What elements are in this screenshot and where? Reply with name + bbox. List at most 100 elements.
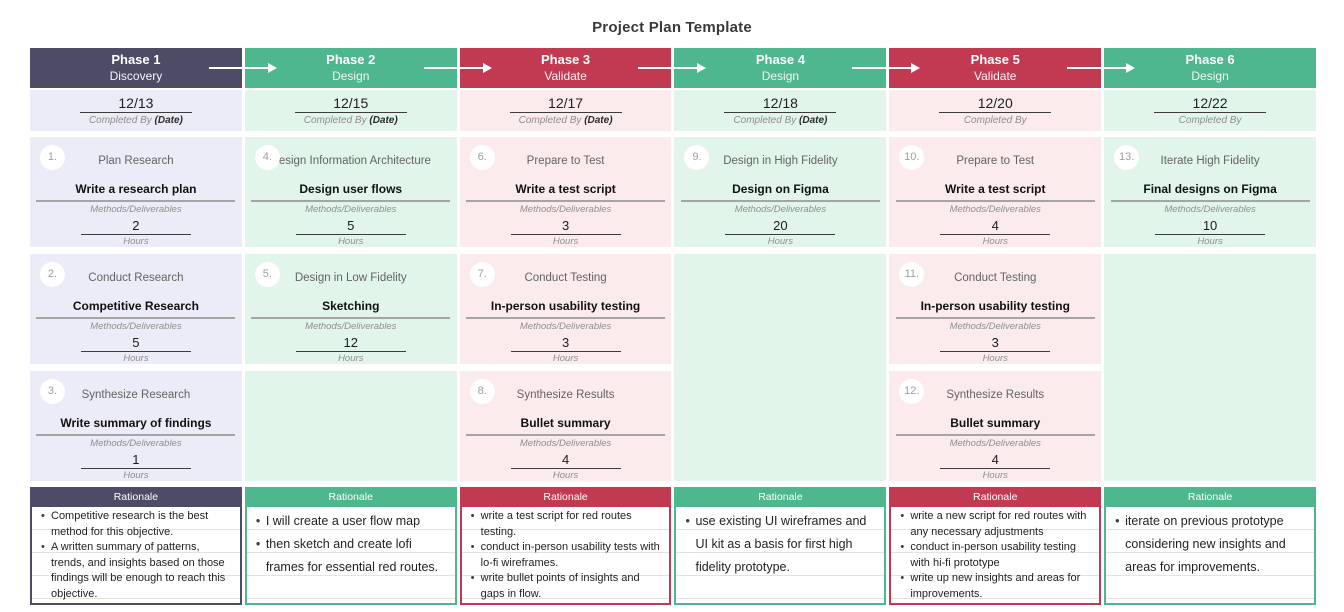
methods-deliverables-label: Methods/Deliverables [305,321,397,332]
rationale-list: write a test script for red routes testi… [462,507,670,602]
methods-deliverables-label: Methods/Deliverables [90,438,182,449]
method-underline [36,317,236,319]
methods-deliverables-label: Methods/Deliverables [949,438,1041,449]
hours-value: 5 [80,335,191,352]
empty-task-slot [674,254,887,481]
task-card[interactable]: 5. Design in Low Fidelity Sketching Meth… [244,254,457,364]
hours-value: 4 [510,452,621,469]
rationale-list: iterate on previous prototype considerin… [1106,507,1314,579]
method-underline [895,434,1095,436]
task-card[interactable]: 6. Prepare to Test Write a test script M… [459,137,672,247]
task-title: Plan Research [98,155,174,167]
rationale-body[interactable]: iterate on previous prototype considerin… [1104,507,1316,605]
rationale-list: Competitive research is the best method … [32,507,240,602]
task-method-value: Write summary of findings [60,416,212,430]
task-card[interactable]: 7. Conduct Testing In-person usability t… [459,254,672,364]
method-underline [36,434,236,436]
hours-label: Hours [552,470,579,481]
task-title: Design in High Fidelity [723,155,838,167]
hours-label: Hours [982,353,1008,364]
completed-by-date[interactable]: 12/22 [1154,95,1267,113]
task-card[interactable]: 1. Plan Research Write a research plan M… [30,137,242,247]
task-card[interactable]: 3. Synthesize Research Write summary of … [30,371,242,481]
rationale-body[interactable]: write a test script for red routes testi… [459,507,672,605]
task-method-value: Write a research plan [75,182,197,196]
hours-value: 12 [295,335,406,352]
rationale-body[interactable]: write a new script for red routes with a… [889,507,1102,605]
task-method-value: Design on Figma [732,182,829,196]
rationale-body[interactable]: I will create a user flow mapthen sketch… [244,507,457,605]
completed-by-text: Completed By [303,115,367,126]
rationale-section: Rationale write a test script for red ro… [459,487,672,605]
method-underline [680,200,880,202]
task-card[interactable]: 11. Conduct Testing In-person usability … [889,254,1102,364]
method-underline [895,317,1095,319]
rationale-body[interactable]: use existing UI wireframes and UI kit as… [674,507,887,605]
hours-label: Hours [767,236,794,247]
rationale-bullet: conduct in-person usability testing with… [898,540,1092,571]
method-underline [36,200,236,202]
completed-by-date[interactable]: 12/15 [294,95,407,113]
rationale-section: Rationale Competitive research is the be… [30,487,242,605]
rationale-list: use existing UI wireframes and UI kit as… [676,507,884,579]
phase-subtitle: Discovery [109,69,163,83]
page-title: Project Plan Template [592,19,752,36]
phase-board: Phase 1 Discovery 12/13 Completed By (Da… [30,48,1316,605]
task-card[interactable]: 8. Synthesize Results Bullet summary Met… [459,371,672,481]
hours-label: Hours [338,236,364,247]
task-card[interactable]: 9. Design in High Fidelity Design on Fig… [674,137,887,247]
hours-value: 5 [295,218,406,235]
rationale-body[interactable]: Competitive research is the best method … [30,507,242,605]
rationale-list: write a new script for red routes with a… [891,507,1099,602]
completed-by-box: 12/17 Completed By (Date) [459,90,672,131]
completed-by-date[interactable]: 12/18 [724,95,837,113]
task-number-badge: 5. [254,262,280,287]
phase-column-2: Phase 2 Design 12/15 Completed By (Date)… [244,48,457,605]
phase-name: Phase 2 [326,52,376,67]
rationale-section: Rationale use existing UI wireframes and… [674,487,887,605]
rationale-bullet: write up new insights and areas for impr… [898,571,1092,602]
task-method-value: Bullet summary [950,416,1041,430]
task-number-badge: 8. [469,379,495,404]
phase-column-4: Phase 4 Design 12/18 Completed By (Date)… [674,48,887,605]
phase-column-5: Phase 5 Validate 12/20 Completed By 10. … [889,48,1102,605]
task-method-value: Write a test script [945,182,1046,196]
hours-label: Hours [982,470,1008,481]
task-title: Conduct Testing [954,272,1037,284]
methods-deliverables-label: Methods/Deliverables [519,204,612,215]
hours-value: 2 [80,218,191,235]
task-card[interactable]: 12. Synthesize Results Bullet summary Me… [889,371,1102,481]
completed-by-label: Completed By [1104,115,1316,126]
task-list: 1. Plan Research Write a research plan M… [30,137,242,481]
completed-by-date[interactable]: 12/13 [79,95,192,113]
rationale-bullet: use existing UI wireframes and UI kit as… [683,510,877,579]
methods-deliverables-label: Methods/Deliverables [1164,204,1256,215]
task-method-value: Sketching [322,299,380,313]
rationale-list: I will create a user flow mapthen sketch… [247,507,455,579]
task-card[interactable]: 13. Iterate High Fidelity Final designs … [1104,137,1316,247]
hours-value: 10 [1155,218,1266,235]
phase-subtitle: Design [761,69,800,83]
methods-deliverables-label: Methods/Deliverables [519,438,612,449]
task-list: 4. Design Information Architecture Desig… [244,137,457,481]
rationale-bullet: write a new script for red routes with a… [898,509,1092,540]
rationale-bullet: then sketch and create lofi frames for e… [254,533,448,579]
empty-task-slot [1104,254,1316,481]
method-underline [1110,200,1310,202]
task-card[interactable]: 10. Prepare to Test Write a test script … [889,137,1102,247]
task-card[interactable]: 2. Conduct Research Competitive Research… [30,254,242,364]
completed-by-date[interactable]: 12/20 [939,95,1052,113]
task-number-badge: 1. [40,145,65,170]
date-placeholder-text: (Date) [154,115,183,126]
rationale-section: Rationale iterate on previous prototype … [1104,487,1316,605]
phase-header: Phase 1 Discovery [30,48,242,88]
task-card[interactable]: 4. Design Information Architecture Desig… [244,137,457,247]
completed-by-date[interactable]: 12/17 [509,95,622,113]
hours-value: 3 [940,335,1051,352]
completed-by-box: 12/20 Completed By [889,90,1102,131]
completed-by-label: Completed By (Date) [460,115,672,126]
phase-name: Phase 4 [755,52,805,67]
phase-subtitle: Design [1191,69,1229,83]
methods-deliverables-label: Methods/Deliverables [949,204,1041,215]
